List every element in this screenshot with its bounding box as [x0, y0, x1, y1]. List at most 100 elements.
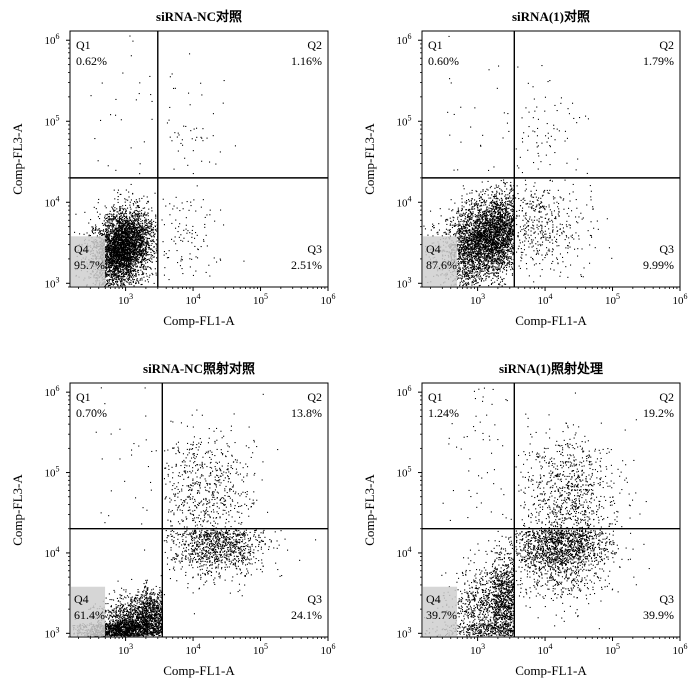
event-dot-q4	[155, 215, 156, 216]
event-dot-q4	[118, 244, 119, 245]
event-dot-q3	[169, 203, 170, 204]
event-dot-q4	[112, 223, 113, 224]
event-dot-q4	[143, 215, 144, 216]
event-dot-q4	[116, 224, 117, 225]
event-dot-q2	[179, 134, 180, 135]
event-dot-q4	[112, 243, 113, 244]
event-dot-q4	[112, 260, 113, 261]
event-dot-q4	[133, 244, 134, 245]
event-dot-q3	[181, 256, 182, 257]
event-dot-q4	[131, 246, 132, 247]
event-dot-q4	[131, 230, 132, 231]
event-dot-q2	[207, 138, 208, 139]
event-dot-q4	[104, 220, 105, 221]
event-dot-q4	[124, 234, 125, 235]
event-dot-q1	[94, 138, 95, 139]
event-dot-q4	[127, 255, 128, 256]
event-dot-q4	[118, 247, 119, 248]
event-dot-q4	[113, 263, 114, 264]
event-dot-q4	[136, 242, 137, 243]
event-dot-q2	[201, 94, 202, 95]
event-dot-q4	[153, 239, 154, 240]
event-dot-q4	[140, 219, 141, 220]
event-dot-q3	[203, 199, 204, 200]
event-dot-q4	[133, 251, 134, 252]
event-dot-q4	[129, 218, 130, 219]
event-dot-q4	[105, 222, 106, 223]
event-dot-q4	[84, 234, 85, 235]
event-dot-q3	[191, 205, 192, 206]
event-dot-q4	[136, 199, 137, 200]
event-dot-q4	[120, 261, 121, 262]
event-dot-q2	[174, 132, 175, 133]
event-dot-q4	[156, 261, 157, 262]
event-dot-q4	[110, 245, 111, 246]
event-dot-q4	[130, 271, 131, 272]
event-dot-q4	[444, 232, 445, 233]
event-dot-q4	[122, 232, 123, 233]
event-dot-q4	[149, 259, 150, 260]
event-dot-q4	[145, 237, 146, 238]
event-dot-q4	[114, 268, 115, 269]
event-dot-q4	[122, 251, 123, 252]
quadrant-name-q2: Q2	[307, 38, 322, 52]
event-dot-q3	[209, 214, 210, 215]
event-dot-q4	[134, 237, 135, 238]
event-dot-q4	[122, 272, 123, 273]
event-dot-q4	[108, 251, 109, 252]
event-dot-q4	[124, 245, 125, 246]
event-dot-q4	[155, 252, 156, 253]
event-dot-q4	[129, 231, 130, 232]
event-dot-q1	[131, 147, 132, 148]
event-dot-q4	[126, 190, 127, 191]
event-dot-q4	[140, 278, 141, 279]
event-dot-q4	[96, 226, 97, 227]
event-dot-q4	[139, 226, 140, 227]
event-dot-q4	[142, 238, 143, 239]
event-dot-q3	[208, 265, 209, 266]
event-dot-q4	[128, 266, 129, 267]
event-dot-q4	[137, 228, 138, 229]
event-dot-q4	[148, 233, 149, 234]
event-dot-q4	[132, 259, 133, 260]
event-dot-q4	[144, 261, 145, 262]
event-dot-q4	[500, 271, 501, 272]
event-dot-q4	[109, 254, 110, 255]
event-dot-q4	[141, 265, 142, 266]
event-dot-q4	[132, 193, 133, 194]
event-dot-q4	[119, 217, 120, 218]
event-dot-q4	[108, 267, 109, 268]
event-dot-q4	[135, 247, 136, 248]
event-dot-q3	[194, 246, 195, 247]
event-dot-q4	[124, 265, 125, 266]
event-dot-q4	[134, 264, 135, 265]
event-dot-q4	[132, 275, 133, 276]
event-dot-q4	[137, 280, 138, 281]
event-dot-q4	[114, 240, 115, 241]
event-dot-q4	[149, 231, 150, 232]
event-dot-q4	[483, 189, 484, 190]
event-dot-q1	[152, 101, 153, 102]
event-dot-q4	[120, 206, 121, 207]
event-dot-q4	[131, 276, 132, 277]
event-dot-q4	[109, 279, 110, 280]
event-dot-q4	[139, 198, 140, 199]
event-dot-q4	[119, 242, 120, 243]
event-dot-q4	[95, 227, 96, 228]
event-dot-q4	[140, 223, 141, 224]
event-dot-q4	[144, 265, 145, 266]
event-dot-q4	[130, 267, 131, 268]
event-dot-q4	[125, 243, 126, 244]
event-dot-q4	[143, 264, 144, 265]
event-dot-q2	[190, 104, 191, 105]
event-dot-q4	[108, 285, 109, 286]
event-dot-q4	[147, 279, 148, 280]
event-dot-q4	[126, 265, 127, 266]
event-dot-q4	[131, 243, 132, 244]
event-dot-q4	[144, 245, 145, 246]
event-dot-q3	[203, 241, 204, 242]
event-dot-q4	[135, 246, 136, 247]
event-dot-q4	[111, 246, 112, 247]
event-dot-q4	[99, 218, 100, 219]
event-dot-q4	[90, 219, 91, 220]
